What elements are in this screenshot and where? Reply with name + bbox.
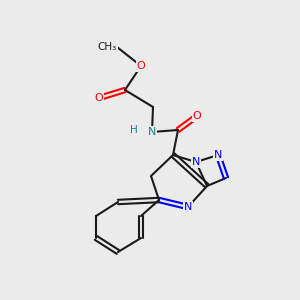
Text: N: N: [148, 127, 156, 137]
Text: H: H: [130, 125, 138, 135]
Text: N: N: [214, 150, 222, 160]
Text: O: O: [136, 61, 146, 71]
Text: N: N: [184, 202, 192, 212]
Text: O: O: [193, 111, 201, 121]
Text: O: O: [94, 93, 103, 103]
Text: N: N: [192, 157, 200, 167]
Text: CH₃: CH₃: [98, 42, 117, 52]
